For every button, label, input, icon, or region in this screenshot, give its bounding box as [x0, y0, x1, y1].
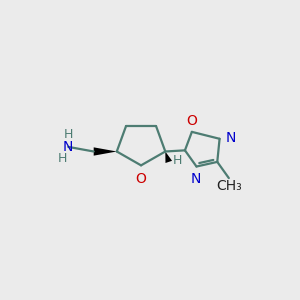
Text: H: H [173, 154, 182, 167]
Text: N: N [63, 140, 74, 154]
Polygon shape [94, 147, 117, 156]
Text: N: N [225, 130, 236, 145]
Text: H: H [64, 128, 73, 141]
Text: O: O [136, 172, 146, 186]
Text: H: H [58, 152, 67, 164]
Text: CH₃: CH₃ [216, 179, 242, 193]
Text: O: O [186, 114, 197, 128]
Text: N: N [190, 172, 200, 186]
Polygon shape [165, 152, 172, 163]
